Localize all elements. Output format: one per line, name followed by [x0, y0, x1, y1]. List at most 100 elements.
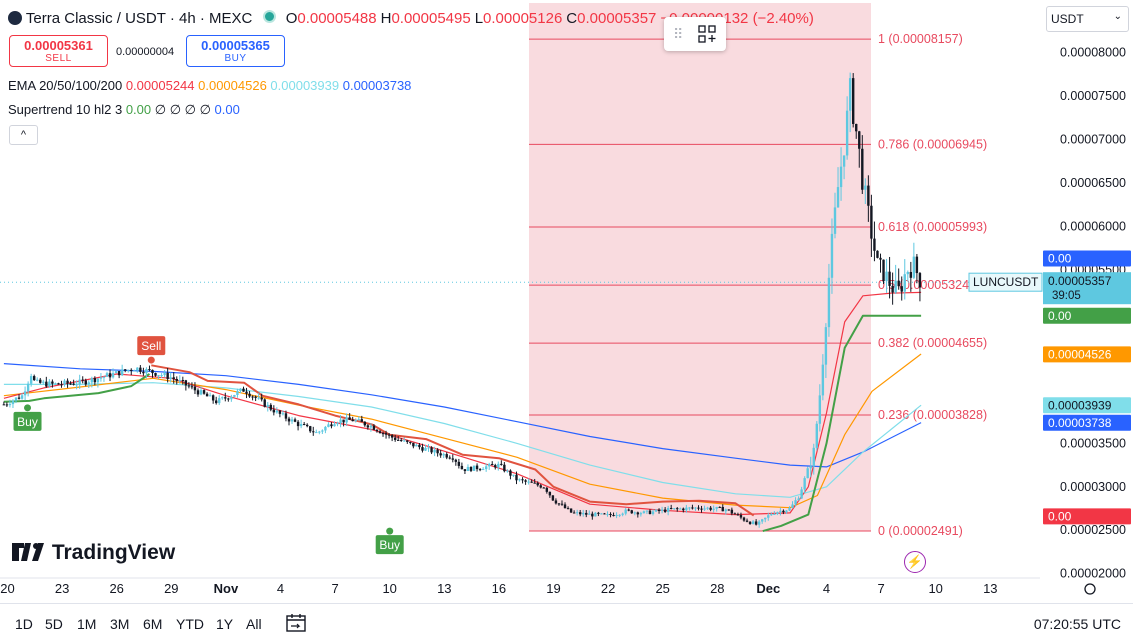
- price-badge: [1043, 508, 1131, 525]
- supertrend-signals: Buy Sell Buy: [13, 336, 404, 555]
- chart-settings-icon[interactable]: [1084, 583, 1096, 595]
- fib-level-label: 1 (0.00008157): [878, 32, 963, 46]
- candle-body: [794, 500, 797, 505]
- buy-button[interactable]: 0.00005365 BUY: [186, 35, 285, 67]
- floating-toolbar[interactable]: ⠿: [664, 17, 726, 51]
- time-tick-label: 20: [0, 581, 14, 596]
- market-status-icon: [262, 10, 276, 23]
- candle-body: [679, 508, 682, 510]
- candle-body: [351, 419, 354, 422]
- candle-body: [612, 515, 615, 517]
- currency-select[interactable]: USDT ⌄: [1046, 6, 1129, 32]
- supertrend-value: ∅: [151, 102, 167, 117]
- price-tick-label: 0.00003000: [1060, 480, 1126, 494]
- candle-body: [424, 447, 427, 451]
- range-button-3m[interactable]: 3M: [110, 616, 130, 632]
- tradingview-logo[interactable]: TradingView: [12, 541, 175, 565]
- candle-body: [500, 463, 503, 465]
- range-button-1d[interactable]: 1D: [15, 616, 33, 632]
- candle-body: [797, 498, 800, 501]
- candle-body: [521, 479, 524, 481]
- candle-body: [682, 508, 685, 511]
- signal-dot: [386, 527, 394, 535]
- ema-value: 0.00005244: [125, 78, 195, 93]
- candle-body: [660, 509, 664, 511]
- candle-body: [269, 404, 272, 410]
- candle-body: [175, 378, 178, 381]
- candle-body: [730, 509, 734, 514]
- candle-body: [436, 449, 439, 454]
- candle-body: [751, 521, 755, 524]
- time-axis[interactable]: 20 23 26 29 Nov 4 7 10 13 16 19 22 25 28 Dec 4 7 10 13: [0, 577, 1096, 596]
- candle-body: [900, 286, 903, 292]
- candle-body: [245, 391, 248, 394]
- candle-body: [888, 271, 891, 286]
- candle-body: [51, 381, 54, 384]
- candle-body: [96, 378, 100, 383]
- candle-body: [727, 509, 731, 511]
- candle-body: [160, 375, 163, 377]
- range-button-1m[interactable]: 1M: [77, 616, 97, 632]
- candle-body: [885, 271, 888, 282]
- signal-label-box: [375, 535, 404, 555]
- candle-body: [214, 400, 218, 404]
- go-to-date-icon[interactable]: [285, 612, 307, 634]
- utc-clock[interactable]: 07:20:55 UTC: [1033, 616, 1121, 632]
- candle-body: [433, 449, 436, 453]
- collapse-legend-button[interactable]: ^: [9, 125, 38, 145]
- sell-button[interactable]: 0.00005361 SELL: [9, 35, 108, 67]
- supertrend-legend[interactable]: Supertrend 10 hl2 3 0.00 ∅ ∅ ∅ ∅ 0.00: [8, 102, 240, 118]
- range-button-ytd[interactable]: YTD: [176, 616, 204, 632]
- fibonacci-retracement[interactable]: 1 (0.00008157) 0.786 (0.00006945) 0.618 (0…: [529, 3, 987, 538]
- candle-body: [102, 376, 106, 378]
- candle-body: [848, 78, 852, 111]
- candle-body: [669, 508, 673, 510]
- candle-body: [518, 479, 521, 481]
- ema-legend[interactable]: EMA 20/50/100/200 0.00005244 0.00004526 …: [8, 78, 411, 93]
- candle-body: [451, 458, 454, 460]
- candle-body: [415, 444, 418, 447]
- candle-body: [26, 383, 30, 392]
- supertrend-down-line: [151, 364, 755, 517]
- bottom-toolbar: 1D 5D 1M 3M 6M YTD 1Y All 07:20:55 UTC: [0, 603, 1133, 644]
- range-button-6m[interactable]: 6M: [143, 616, 163, 632]
- ohlc-item: C0.00005357: [566, 10, 657, 27]
- price-axis[interactable]: 0.00008000 0.00007500 0.00007000 0.00006500…: [968, 0, 1133, 603]
- candle-body: [418, 444, 421, 448]
- candle-body: [739, 514, 743, 518]
- candle-body: [145, 369, 148, 374]
- time-tick-label: 13: [983, 581, 997, 596]
- add-widget-icon[interactable]: [698, 25, 716, 43]
- price-chart[interactable]: 1 (0.00008157) 0.786 (0.00006945) 0.618 (0…: [0, 0, 1133, 603]
- candle-body: [736, 514, 740, 516]
- supertrend-value: 0.00: [125, 102, 152, 117]
- candle-body: [221, 397, 224, 399]
- candle-body: [369, 425, 373, 428]
- signal-label-box: [13, 411, 42, 431]
- symbol-title[interactable]: Terra Classic / USDT · 4h · MEXC: [25, 10, 253, 27]
- candle-body: [393, 437, 397, 440]
- range-button-5d[interactable]: 5D: [45, 616, 63, 632]
- time-tick-label: 28: [710, 581, 724, 596]
- candle-body: [123, 369, 127, 371]
- candle-body: [60, 384, 63, 386]
- signal-dot: [147, 356, 155, 364]
- drag-handle-icon[interactable]: ⠿: [673, 26, 684, 42]
- candle-body: [190, 386, 194, 388]
- fib-level-label: 0.786 (0.00006945): [878, 137, 987, 151]
- candle-body: [263, 399, 266, 407]
- replay-icon[interactable]: ⚡: [904, 551, 926, 573]
- candle-body: [111, 373, 115, 378]
- time-tick-label: 29: [164, 581, 178, 596]
- time-tick-label: 22: [601, 581, 615, 596]
- range-button-all[interactable]: All: [246, 616, 262, 632]
- symbol-logo-icon: [8, 11, 22, 25]
- candle-body: [515, 474, 518, 481]
- range-button-1y[interactable]: 1Y: [216, 616, 234, 632]
- price-badge-label: 0.00: [1048, 309, 1072, 323]
- candle-body: [32, 376, 36, 381]
- ema-values: 0.00005244 0.00004526 0.00003939 0.00003…: [126, 78, 412, 93]
- price-badge: [1043, 397, 1131, 414]
- candlestick-series: [2, 72, 922, 528]
- candle-body: [575, 512, 579, 514]
